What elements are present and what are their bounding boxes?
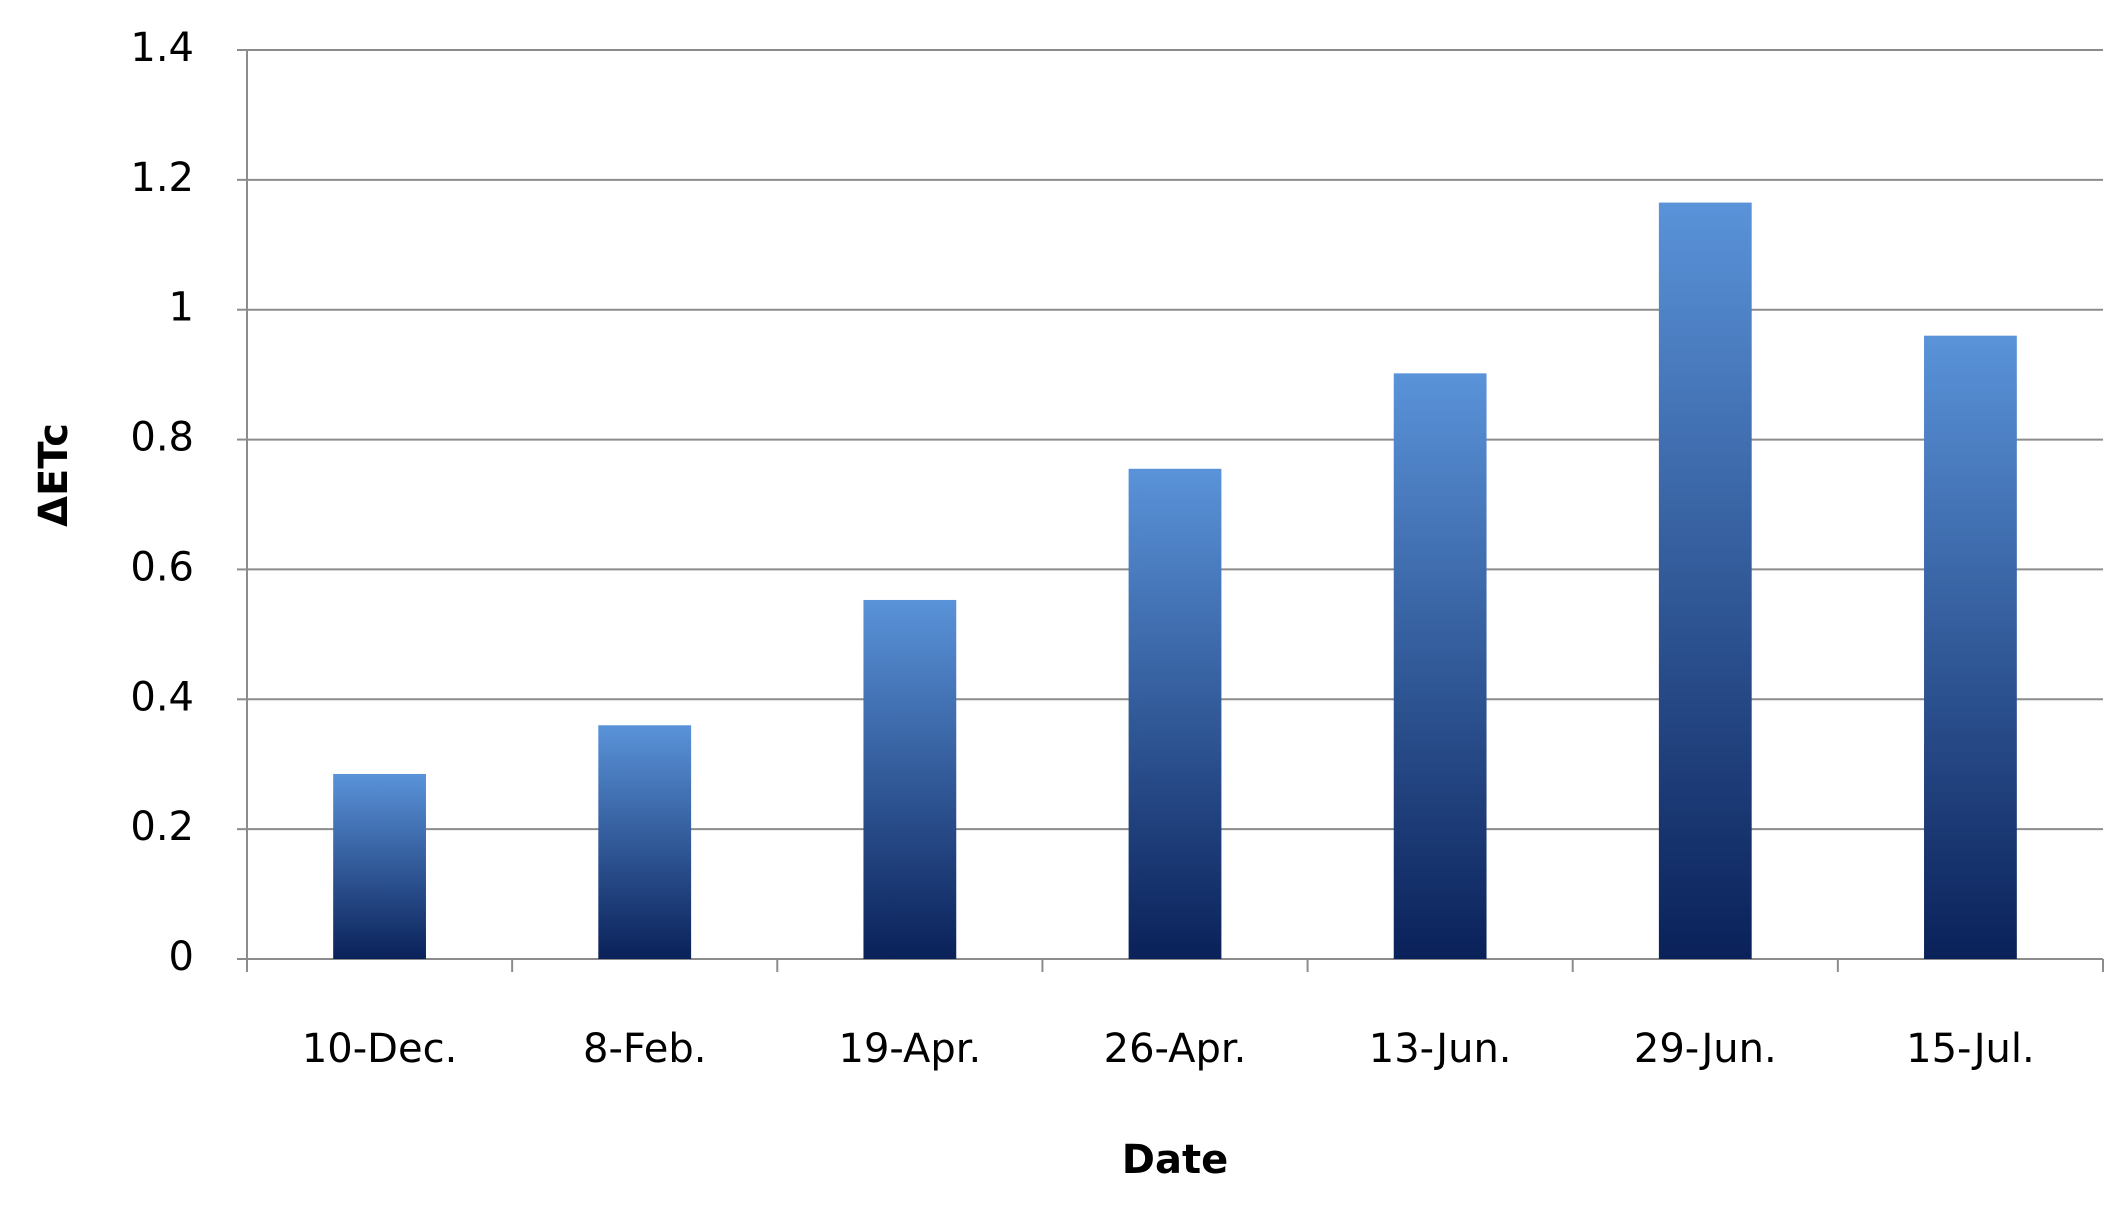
bar <box>1658 202 1752 959</box>
x-tick-label: 8-Feb. <box>583 1026 706 1072</box>
y-tick-label: 1.2 <box>130 155 194 201</box>
x-tick-label: 15-Jul. <box>1906 1026 2035 1072</box>
bar <box>333 773 426 959</box>
y-tick-label: 0.8 <box>130 415 194 461</box>
y-tick-label: 0.2 <box>130 804 194 850</box>
x-tick-label: 13-Jun. <box>1369 1026 1512 1072</box>
bar <box>1393 373 1487 959</box>
bar <box>598 725 692 959</box>
x-axis-title: Date <box>1122 1137 1228 1183</box>
y-tick-label: 1.4 <box>130 25 194 71</box>
y-tick-label: 0.6 <box>130 544 194 590</box>
bar <box>1924 335 2017 960</box>
y-tick-label: 1 <box>169 285 194 331</box>
x-tick-label: 26-Apr. <box>1104 1026 1247 1072</box>
x-tick-label: 10-Dec. <box>302 1026 457 1072</box>
y-tick-label: 0.4 <box>130 674 194 720</box>
bar <box>863 599 957 959</box>
y-axis-title: ΔETc <box>31 423 77 527</box>
x-tick-label: 19-Apr. <box>839 1026 982 1072</box>
y-tick-label: 0 <box>169 934 194 980</box>
bar <box>1128 468 1222 959</box>
x-tick-label: 29-Jun. <box>1634 1026 1777 1072</box>
